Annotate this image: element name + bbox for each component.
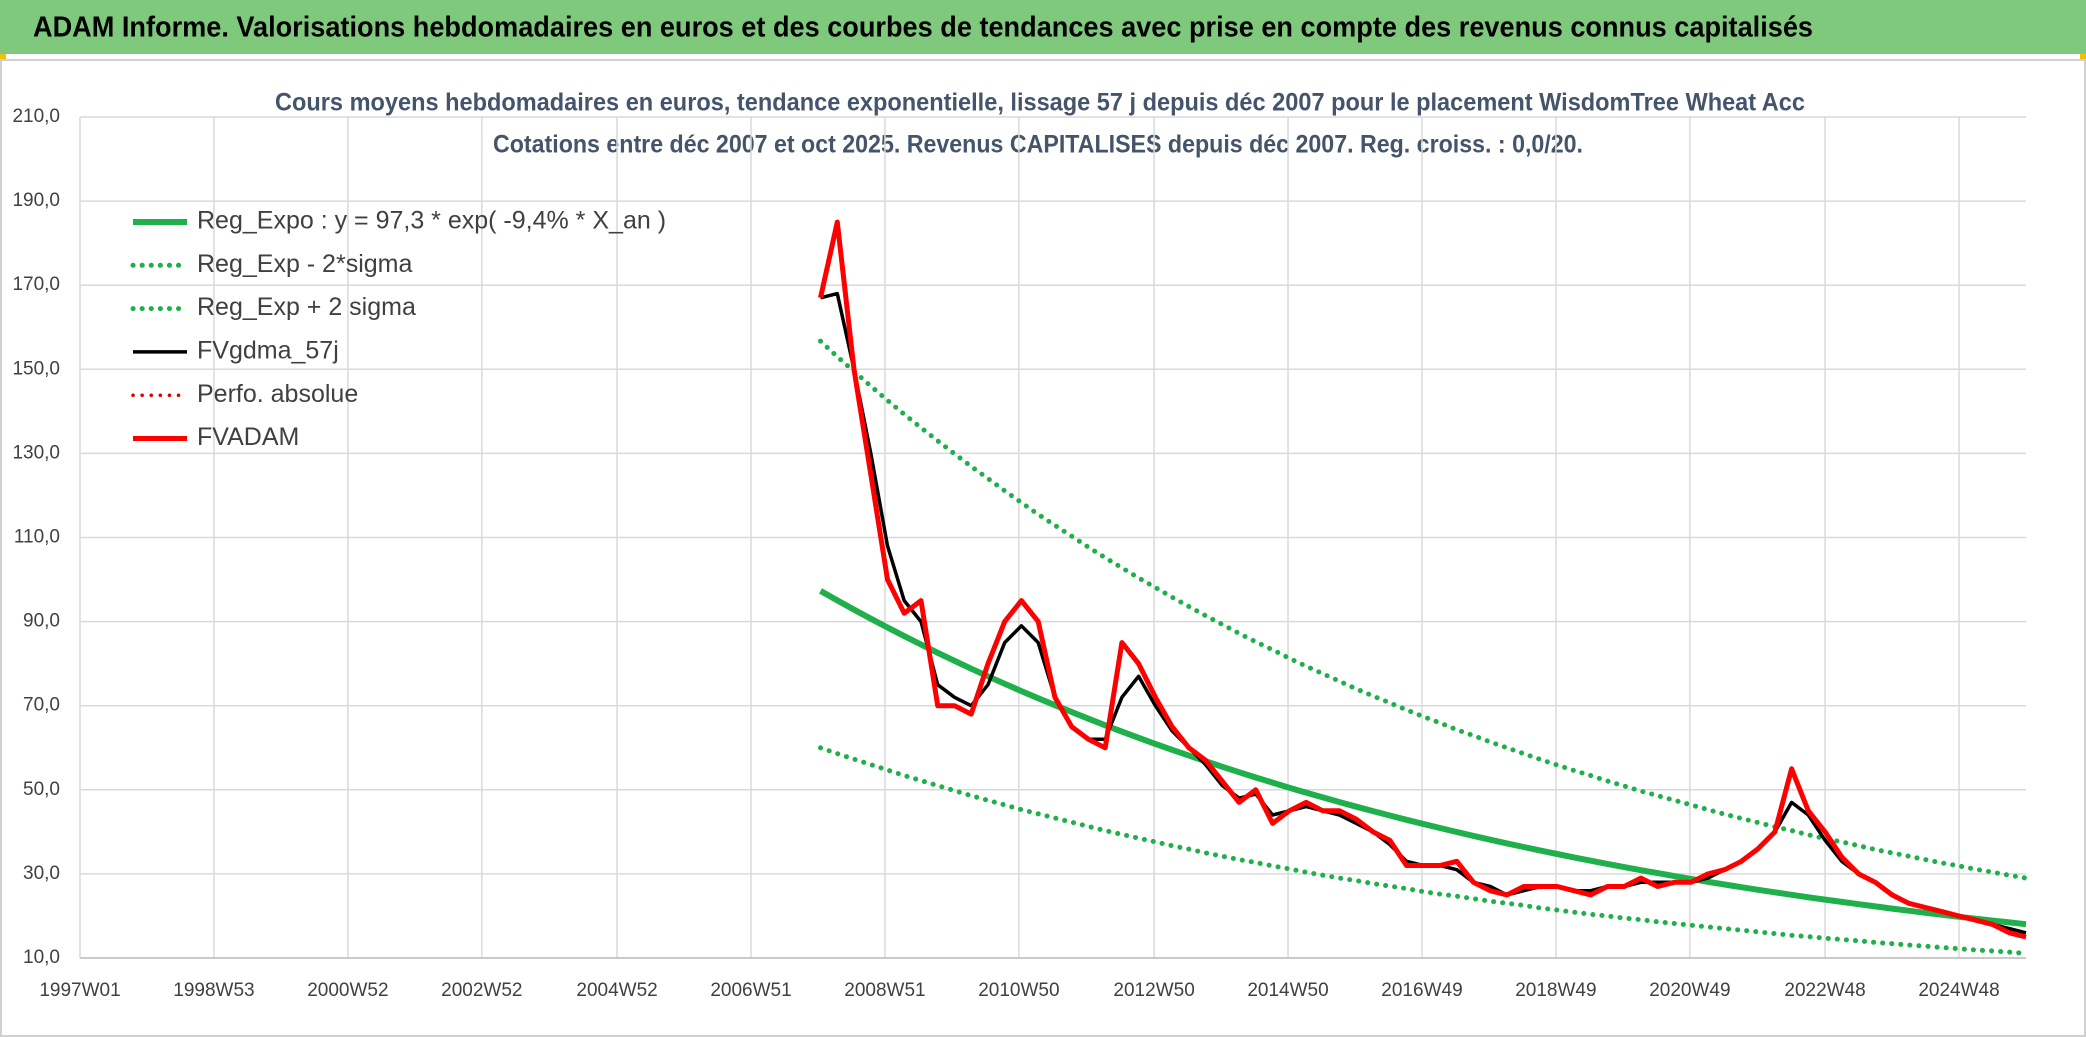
chart-subtitle: Cotations entre déc 2007 et oct 2025. Re…: [493, 131, 1583, 159]
corner: [2080, 54, 2086, 60]
legend-label: Reg_Expo : y = 97,3 * exp( -9,4% * X_an …: [197, 207, 666, 235]
x-tick-label: 2004W52: [576, 980, 657, 1001]
y-tick-label: 90,0: [23, 611, 60, 632]
y-tick-label: 50,0: [23, 779, 60, 800]
x-tick-label: 2008W51: [844, 980, 925, 1001]
y-tick-label: 130,0: [12, 442, 60, 463]
x-tick-label: 1997W01: [39, 980, 120, 1001]
legend-label: Reg_Exp - 2*sigma: [197, 250, 412, 278]
x-tick-label: 2014W50: [1247, 980, 1328, 1001]
header-title: ADAM Informe. Valorisations hebdomadaire…: [33, 12, 1813, 44]
chart-title: Cours moyens hebdomadaires en euros, ten…: [275, 89, 1805, 117]
x-tick-label: 2020W49: [1649, 980, 1730, 1001]
y-tick-label: 170,0: [12, 274, 60, 295]
y-tick-label: 30,0: [23, 863, 60, 884]
legend-label: Perfo. absolue: [197, 380, 358, 408]
x-tick-label: 2010W50: [978, 980, 1059, 1001]
x-tick-label: 2022W48: [1784, 980, 1865, 1001]
x-tick-label: 2016W49: [1381, 980, 1462, 1001]
y-tick-label: 10,0: [23, 947, 60, 968]
y-tick-label: 190,0: [12, 190, 60, 211]
series-line: [818, 745, 2029, 956]
corner: [0, 54, 6, 60]
header-bar: [0, 0, 2086, 54]
legend-label: FVADAM: [197, 423, 299, 451]
x-tick-label: 2012W50: [1113, 980, 1194, 1001]
x-tick-label: 2018W49: [1515, 980, 1596, 1001]
x-tick-label: 2024W48: [1918, 980, 1999, 1001]
y-tick-label: 150,0: [12, 358, 60, 379]
chart: Cours moyens hebdomadaires en euros, ten…: [12, 89, 2029, 1001]
y-tick-label: 210,0: [12, 106, 60, 127]
x-tick-label: 2002W52: [441, 980, 522, 1001]
x-tick-label: 2000W52: [307, 980, 388, 1001]
series-line: [818, 219, 2027, 940]
x-tick-label: 1998W53: [173, 980, 254, 1001]
y-tick-label: 70,0: [23, 695, 60, 716]
legend-label: FVgdma_57j: [197, 337, 339, 365]
x-tick-label: 2006W51: [710, 980, 791, 1001]
series-line: [819, 588, 2027, 928]
legend-label: Reg_Exp + 2 sigma: [197, 293, 416, 321]
y-tick-label: 110,0: [14, 527, 60, 548]
